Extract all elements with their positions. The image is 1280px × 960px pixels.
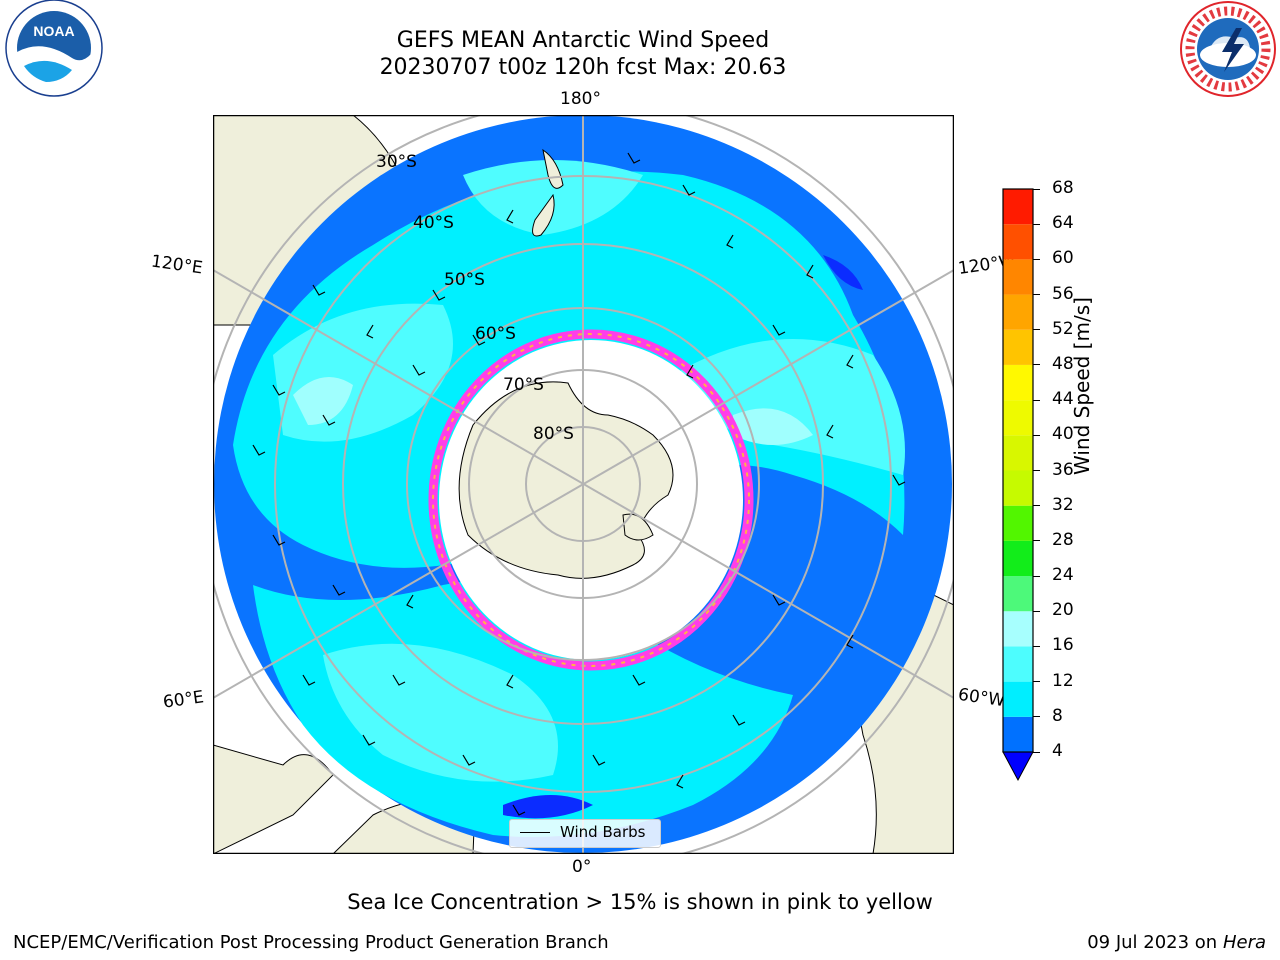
footer-date: 09 Jul 2023 on Hera [1087,932,1266,953]
lon-label-60w: 60°W [956,684,1007,712]
colorbar-tick-mark [1033,575,1040,577]
footer-org: NCEP/EMC/Verification Post Processing Pr… [13,932,609,953]
lon-label-120e: 120°E [149,251,204,279]
colorbar-tick-mark [1033,540,1040,542]
colorbar-tick-label: 56 [1052,283,1074,304]
colorbar-segment [1003,294,1033,330]
colorbar-tick-label: 60 [1052,248,1074,269]
colorbar-tick-mark [1033,188,1040,190]
colorbar-tick-label: 48 [1052,353,1074,374]
colorbar-tick-label: 40 [1052,424,1074,445]
colorbar [1002,188,1034,782]
colorbar-tick-mark [1033,399,1040,401]
chart-subtitle: 20230707 t00z 120h fcst Max: 20.63 [379,55,787,80]
colorbar-segment [1003,716,1033,752]
noaa-logo: NOAA [5,0,103,97]
colorbar-segment [1003,189,1033,225]
lat-label-80s: 80°S [533,424,574,444]
lat-label-70s: 70°S [503,375,544,395]
lon-label-60e: 60°E [161,687,206,713]
colorbar-tick-label: 12 [1052,670,1074,691]
nws-logo [1180,1,1276,97]
colorbar-segment [1003,505,1033,541]
footer-host: Hera [1222,932,1266,953]
map-legend: Wind Barbs [509,819,661,848]
colorbar-tick-mark [1033,505,1040,507]
colorbar-segment [1003,470,1033,506]
colorbar-tick-label: 8 [1052,705,1063,726]
colorbar-segment [1003,435,1033,471]
colorbar-tick-mark [1033,751,1040,753]
colorbar-segment [1003,540,1033,577]
colorbar-tick-label: 24 [1052,565,1074,586]
lon-label-180: 180° [560,89,601,109]
colorbar-segment [1003,224,1033,260]
colorbar-tick-label: 52 [1052,318,1074,339]
chart-title: GEFS MEAN Antarctic Wind Speed [396,28,770,53]
colorbar-segment [1003,646,1033,682]
lon-label-0: 0° [572,857,592,877]
colorbar-tick-label: 44 [1052,389,1074,410]
colorbar-tick-label: 32 [1052,494,1074,515]
colorbar-tick-label: 16 [1052,635,1074,656]
colorbar-segment [1003,364,1033,401]
colorbar-tick-mark [1033,364,1040,366]
colorbar-segment [1003,681,1033,717]
colorbar-label: Wind Speed [m/s] [1070,297,1094,475]
lat-label-40s: 40°S [413,213,454,233]
lat-label-60s: 60°S [475,324,516,344]
colorbar-tick-label: 28 [1052,529,1074,550]
sea-ice-note: Sea Ice Concentration > 15% is shown in … [347,890,933,914]
colorbar-segment [1003,576,1033,612]
colorbar-tick-mark [1033,258,1040,260]
lat-label-50s: 50°S [444,270,485,290]
colorbar-segment [1003,329,1033,365]
colorbar-tick-label: 36 [1052,459,1074,480]
colorbar-tick-label: 20 [1052,600,1074,621]
legend-line-swatch [520,832,550,833]
longitude-gridlines [213,115,954,854]
lat-label-30s: 30°S [376,152,417,172]
colorbar-tick-mark [1033,434,1040,436]
colorbar-tick-label: 64 [1052,213,1074,234]
new-zealand-north [542,148,564,189]
polar-map [213,115,954,854]
colorbar-tick-label: 68 [1052,178,1074,198]
footer-date-text: 09 Jul 2023 on [1087,932,1223,953]
colorbar-tick-mark [1033,610,1040,612]
colorbar-segment [1003,611,1033,647]
colorbar-tick-label: 4 [1052,741,1063,761]
colorbar-tick-mark [1033,645,1040,647]
new-zealand-south [532,193,555,237]
colorbar-tick-mark [1033,681,1040,683]
colorbar-tick-mark [1033,294,1040,296]
colorbar-tick-mark [1033,329,1040,331]
colorbar-tick-mark [1033,470,1040,471]
legend-label: Wind Barbs [560,823,646,841]
colorbar-segment [1003,259,1033,295]
noaa-logo-text: NOAA [33,23,74,39]
wind-barbs [252,152,906,816]
colorbar-extend-arrow [1002,751,1034,782]
colorbar-tick-mark [1033,716,1040,718]
colorbar-segment [1003,400,1033,436]
colorbar-tick-mark [1033,223,1040,225]
